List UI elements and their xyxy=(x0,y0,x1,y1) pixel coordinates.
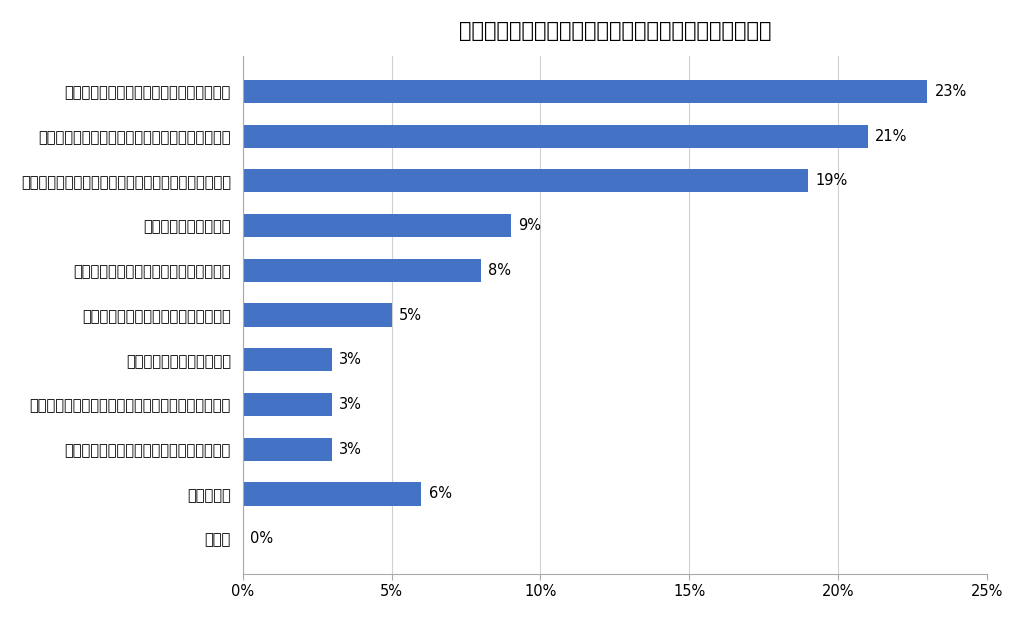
Text: 3%: 3% xyxy=(339,397,362,412)
Text: 21%: 21% xyxy=(876,128,907,144)
Bar xyxy=(243,80,928,103)
Text: 3%: 3% xyxy=(339,352,362,367)
Text: 23%: 23% xyxy=(935,84,967,99)
Text: 6%: 6% xyxy=(429,486,452,502)
Bar xyxy=(243,393,332,416)
Bar xyxy=(243,169,808,192)
Text: 5%: 5% xyxy=(399,308,422,322)
Text: 19%: 19% xyxy=(816,174,848,188)
Bar xyxy=(243,482,421,505)
Text: 3%: 3% xyxy=(339,441,362,457)
Bar xyxy=(243,214,511,237)
Text: 9%: 9% xyxy=(518,218,541,233)
Bar xyxy=(243,125,868,148)
Text: 8%: 8% xyxy=(488,263,511,278)
Text: 0%: 0% xyxy=(250,531,273,546)
Bar xyxy=(243,259,481,282)
Title: ガソリン価格が高いと感じる時にする工夫（複数回答）: ガソリン価格が高いと感じる時にする工夫（複数回答） xyxy=(459,21,771,41)
Bar xyxy=(243,348,332,371)
Bar xyxy=(243,303,391,327)
Bar xyxy=(243,438,332,461)
